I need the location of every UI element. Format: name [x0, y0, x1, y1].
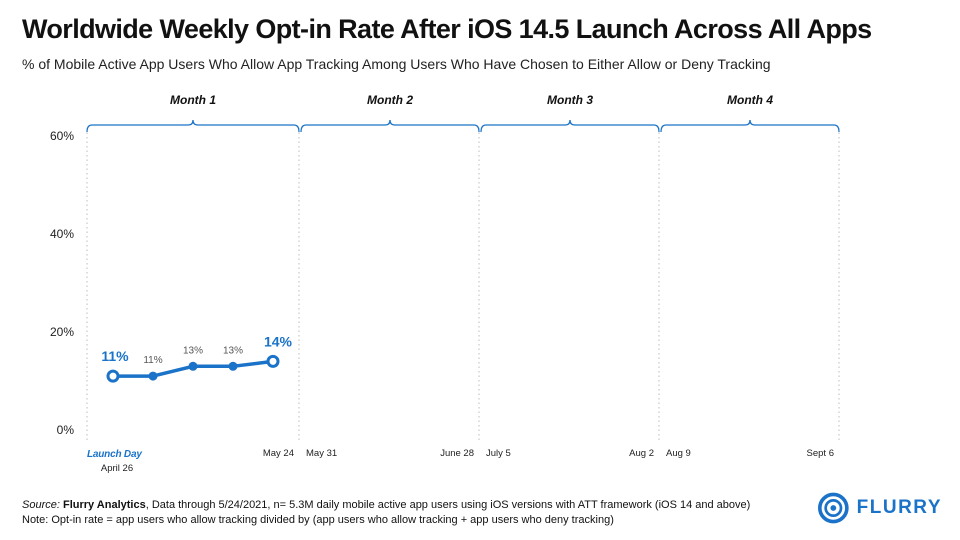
- source-details: , Data through 5/24/2021, n= 5.3M daily …: [145, 499, 751, 511]
- month-label: Month 4: [727, 93, 773, 107]
- month-brace: [86, 119, 300, 133]
- source-note: Source: Flurry Analytics, Data through 5…: [22, 498, 812, 528]
- data-point-highlight: [266, 354, 280, 368]
- data-point: [148, 371, 158, 381]
- y-tick-label: 40%: [50, 227, 74, 241]
- y-tick-label: 20%: [50, 325, 74, 339]
- month-brace: [480, 119, 660, 133]
- x-tick-label: May 24: [263, 448, 294, 459]
- x-tick-label: Sept 6: [807, 448, 834, 459]
- month-brace: [660, 119, 840, 133]
- flurry-logo-text: FLURRY: [856, 497, 942, 518]
- month-label: Month 3: [547, 93, 593, 107]
- y-tick-label: 60%: [50, 129, 74, 143]
- source-label: Source:: [22, 499, 60, 511]
- launch-day-label: Launch Day: [87, 449, 142, 460]
- data-label: 13%: [223, 345, 243, 356]
- source-name: Flurry Analytics: [62, 499, 146, 511]
- x-tick-label: Aug 2: [629, 448, 654, 459]
- data-label-highlight: 11%: [101, 348, 129, 364]
- source-line: Source: Flurry Analytics, Data through 5…: [22, 498, 812, 513]
- data-label: 11%: [143, 355, 162, 366]
- data-label-highlight: 14%: [264, 333, 293, 349]
- x-tick-label: July 5: [486, 448, 511, 459]
- flurry-logo: FLURRY: [818, 490, 942, 526]
- data-point-highlight: [106, 369, 120, 383]
- chart-title: Worldwide Weekly Opt-in Rate After iOS 1…: [22, 14, 872, 44]
- x-tick-label: June 28: [440, 448, 474, 459]
- data-point: [188, 361, 198, 371]
- line-chart: 0% 20% 40% 60% Month 1 May 24 Month 2 May 31 Jun…: [50, 93, 840, 474]
- flurry-logo-icon: [818, 492, 849, 524]
- month-label: Month 2: [367, 93, 413, 107]
- x-tick-label: May 31: [306, 448, 337, 459]
- y-tick-label: 0%: [57, 423, 75, 437]
- x-tick-label: Aug 9: [666, 448, 691, 459]
- data-label: 13%: [183, 345, 203, 356]
- month-brace: [300, 119, 480, 133]
- chart-subtitle: % of Mobile Active App Users Who Allow A…: [22, 56, 771, 72]
- data-point: [228, 361, 238, 371]
- launch-date-label: April 26: [101, 463, 133, 474]
- month-label: Month 1: [170, 93, 216, 107]
- note-line: Note: Opt-in rate = app users who allow …: [22, 514, 614, 526]
